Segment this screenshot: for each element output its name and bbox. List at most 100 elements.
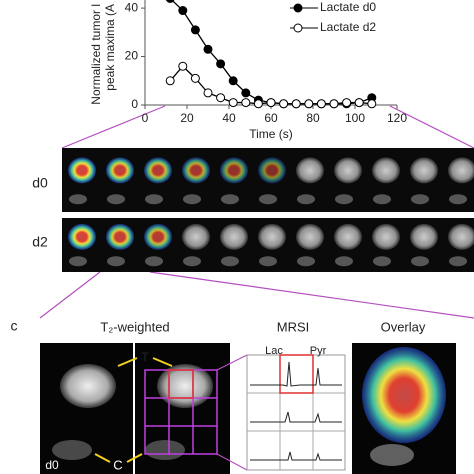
tumor-thumb — [334, 157, 362, 184]
control-thumb — [411, 194, 429, 205]
connector — [149, 271, 474, 319]
control-image — [52, 440, 92, 460]
control-thumb — [297, 194, 315, 205]
panel-title: MRSI — [277, 319, 310, 334]
tumor-thumb — [410, 157, 438, 184]
control-thumb — [145, 256, 163, 267]
data-point — [266, 98, 276, 108]
overlay-heat — [362, 347, 446, 443]
x-axis-label: Time (s) — [249, 127, 293, 141]
connector — [61, 105, 166, 149]
control-image — [370, 444, 414, 466]
control-thumb — [259, 194, 277, 205]
legend-label: Lactate d2 — [320, 20, 376, 34]
x-tick-label: 20 — [180, 111, 194, 125]
data-point — [241, 98, 251, 108]
data-point — [216, 59, 226, 69]
y-tick-label: 40 — [125, 0, 139, 14]
data-point — [279, 99, 289, 109]
control-thumb — [449, 256, 467, 267]
control-thumb — [449, 194, 467, 205]
control-thumb — [69, 256, 87, 267]
row-label: d2 — [32, 234, 48, 250]
legend-marker — [293, 23, 303, 33]
annotation: Pyr — [310, 345, 327, 357]
annotation: C — [113, 457, 122, 472]
tumor-thumb — [258, 223, 286, 250]
tumor-thumb — [182, 223, 210, 250]
spectrum — [250, 361, 342, 387]
data-point — [367, 99, 377, 109]
data-point — [203, 44, 213, 54]
heat-blob — [220, 157, 248, 184]
heat-blob — [258, 157, 286, 184]
x-tick-label: 0 — [142, 111, 149, 125]
spectra-grid — [246, 354, 346, 471]
arrow — [117, 357, 138, 367]
data-point — [165, 76, 175, 86]
tumor-image — [157, 364, 213, 408]
x-tick-label: 120 — [387, 111, 407, 125]
control-thumb — [107, 256, 125, 267]
control-thumb — [335, 194, 353, 205]
data-point — [291, 99, 301, 109]
control-thumb — [69, 194, 87, 205]
heat-blob — [144, 157, 172, 184]
series-line — [170, 0, 373, 105]
control-thumb — [335, 256, 353, 267]
data-point — [342, 98, 352, 108]
control-thumb — [259, 256, 277, 267]
tumor-thumb — [448, 157, 474, 184]
x-tick-label: 100 — [345, 111, 365, 125]
arrow — [94, 453, 111, 463]
control-thumb — [221, 194, 239, 205]
control-thumb — [373, 256, 391, 267]
data-point — [216, 93, 226, 103]
arrow — [126, 453, 143, 463]
x-tick-label: 60 — [264, 111, 278, 125]
row-label: d0 — [32, 175, 48, 191]
control-thumb — [411, 256, 429, 267]
voxel-grid — [144, 369, 218, 455]
panel-title: Overlay — [381, 319, 426, 334]
heat-blob — [182, 157, 210, 184]
control-thumb — [183, 256, 201, 267]
annotation: T — [141, 349, 149, 364]
legend-marker — [293, 3, 303, 13]
y-tick-label: 20 — [125, 49, 139, 63]
data-point — [178, 61, 188, 71]
y-axis-label: peak maxima (A — [103, 4, 117, 91]
control-thumb — [183, 194, 201, 205]
connector — [389, 105, 474, 149]
voxel-highlight — [279, 354, 314, 394]
panel-title: T₂-weighted — [100, 319, 169, 334]
control-image — [145, 440, 185, 460]
heat-blob — [68, 223, 96, 250]
spectrum — [250, 411, 342, 423]
y-tick-label: 0 — [131, 97, 138, 111]
heat-blob — [106, 157, 134, 184]
data-point — [253, 99, 263, 109]
y-axis-label: Normalized tumor l — [89, 4, 103, 105]
control-thumb — [297, 256, 315, 267]
data-point — [228, 98, 238, 108]
data-point — [178, 6, 188, 16]
data-point — [190, 73, 200, 83]
spectrum — [250, 451, 342, 461]
data-point — [190, 25, 200, 35]
tumor-thumb — [410, 223, 438, 250]
control-thumb — [373, 194, 391, 205]
control-thumb — [221, 256, 239, 267]
arrow — [152, 357, 173, 367]
legend-label: Lactate d0 — [320, 0, 376, 14]
heat-blob — [144, 223, 172, 250]
x-tick-label: 40 — [222, 111, 236, 125]
control-thumb — [107, 194, 125, 205]
annotation: Lac — [265, 345, 283, 357]
connector — [39, 271, 101, 319]
annotation: d0 — [45, 458, 59, 472]
data-point — [241, 88, 251, 98]
tumor-thumb — [296, 223, 324, 250]
image-strips — [62, 148, 474, 272]
